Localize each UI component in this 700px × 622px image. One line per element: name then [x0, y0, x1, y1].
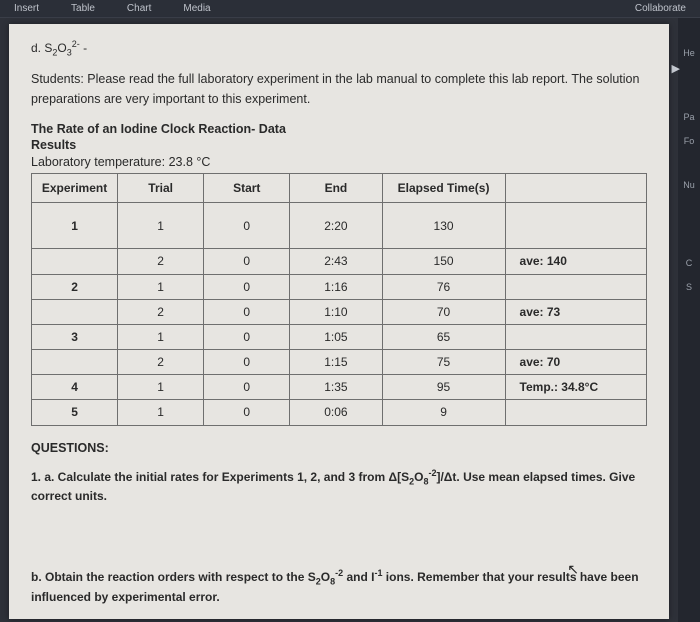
table-cell: 0 [204, 375, 290, 400]
table-cell: 1:10 [290, 299, 382, 324]
text: O [321, 570, 330, 584]
table-row: 5100:069 [32, 400, 647, 425]
sidebar-label[interactable]: Nu [683, 180, 695, 190]
question-1a: 1. a. Calculate the initial rates for Ex… [31, 467, 647, 506]
table-cell [505, 203, 646, 249]
table-cell: 2:43 [290, 249, 382, 274]
data-table: Experiment Trial Start End Elapsed Time(… [31, 173, 647, 426]
table-cell: 2 [32, 274, 118, 299]
table-row: 1102:20130 [32, 203, 647, 249]
table-cell: 1 [32, 203, 118, 249]
table-cell: 76 [382, 274, 505, 299]
table-cell: 70 [382, 299, 505, 324]
sidebar-label[interactable]: He [683, 48, 695, 58]
col-start: Start [204, 174, 290, 203]
toolbar-collaborate[interactable]: Collaborate [629, 3, 692, 14]
table-cell: 0 [204, 249, 290, 274]
table-row: 2101:1676 [32, 274, 647, 299]
table-cell: 0 [204, 203, 290, 249]
table-cell: Temp.: 34.8°C [505, 375, 646, 400]
sidebar-label[interactable]: Pa [683, 112, 694, 122]
table-cell: 0 [204, 299, 290, 324]
table-cell: 95 [382, 375, 505, 400]
superscript: -2 [335, 568, 343, 578]
list-item-d: d. S2O32- - [31, 38, 647, 59]
table-cell: 9 [382, 400, 505, 425]
page: d. S2O32- - Students: Please read the fu… [9, 24, 669, 619]
table-cell [32, 350, 118, 375]
col-end: End [290, 174, 382, 203]
table-cell: 2 [118, 249, 204, 274]
table-cell: 0 [204, 274, 290, 299]
table-cell: 2:20 [290, 203, 382, 249]
toolbar-item[interactable]: Chart [121, 3, 157, 14]
table-cell: ave: 70 [505, 350, 646, 375]
table-cell: 1 [118, 203, 204, 249]
table-cell: 1:15 [290, 350, 382, 375]
col-elapsed: Elapsed Time(s) [382, 174, 505, 203]
results-label: Results [31, 137, 647, 154]
document-canvas: ▶ d. S2O32- - Students: Please read the … [0, 18, 678, 622]
table-row: 201:1070ave: 73 [32, 299, 647, 324]
table-cell [505, 400, 646, 425]
table-cell: 4 [32, 375, 118, 400]
table-cell: 1:05 [290, 324, 382, 349]
scroll-arrow-icon[interactable]: ▶ [672, 62, 680, 75]
toolbar-item[interactable]: Media [177, 3, 216, 14]
table-cell: 1 [118, 400, 204, 425]
table-row: 202:43150ave: 140 [32, 249, 647, 274]
table-cell: ave: 140 [505, 249, 646, 274]
table-cell: 3 [32, 324, 118, 349]
question-1b: b. Obtain the reaction orders with respe… [31, 567, 647, 606]
table-cell: 75 [382, 350, 505, 375]
table-cell: 1 [118, 324, 204, 349]
superscript: 2- [72, 39, 80, 49]
text: d. S [31, 41, 52, 55]
sidebar-label[interactable]: S [686, 282, 692, 292]
text: and I [343, 570, 374, 584]
questions-heading: QUESTIONS: [31, 440, 647, 457]
table-cell: 65 [382, 324, 505, 349]
table-cell [505, 324, 646, 349]
table-cell: 0 [204, 400, 290, 425]
table-cell: 2 [118, 299, 204, 324]
toolbar-item[interactable]: Table [65, 3, 101, 14]
table-cell: 1:16 [290, 274, 382, 299]
table-cell: 130 [382, 203, 505, 249]
col-trial: Trial [118, 174, 204, 203]
col-experiment: Experiment [32, 174, 118, 203]
sidebar-label[interactable]: C [686, 258, 693, 268]
lab-temperature: Laboratory temperature: 23.8 °C [31, 154, 647, 171]
table-header-row: Experiment Trial Start End Elapsed Time(… [32, 174, 647, 203]
toolbar-item[interactable]: Insert [8, 3, 45, 14]
table-cell [32, 299, 118, 324]
cursor-icon: ↖ [567, 560, 579, 579]
table-cell: 1 [118, 274, 204, 299]
table-cell: ave: 73 [505, 299, 646, 324]
table-cell: 5 [32, 400, 118, 425]
text: 1. a. Calculate the initial rates for Ex… [31, 470, 409, 484]
app-toolbar: Insert Table Chart Media Collaborate [0, 0, 700, 18]
table-row: 4101:3595Temp.: 34.8°C [32, 375, 647, 400]
table-cell: 0 [204, 350, 290, 375]
table-cell: 1:35 [290, 375, 382, 400]
sidebar-label[interactable]: Fo [684, 136, 695, 146]
table-cell [505, 274, 646, 299]
right-sidebar: He Pa Fo Nu C S [678, 18, 700, 622]
text: O [57, 41, 66, 55]
table-cell: 0:06 [290, 400, 382, 425]
table-row: 3101:0565 [32, 324, 647, 349]
table-cell: 2 [118, 350, 204, 375]
text: b. Obtain the reaction orders with respe… [31, 570, 316, 584]
table-cell: 1 [118, 375, 204, 400]
students-note: Students: Please read the full laborator… [31, 69, 647, 109]
col-extra [505, 174, 646, 203]
table-row: 201:1575ave: 70 [32, 350, 647, 375]
data-title: The Rate of an Iodine Clock Reaction- Da… [31, 121, 647, 138]
table-cell: 150 [382, 249, 505, 274]
table-cell: 0 [204, 324, 290, 349]
table-cell [32, 249, 118, 274]
text: - [80, 41, 87, 55]
